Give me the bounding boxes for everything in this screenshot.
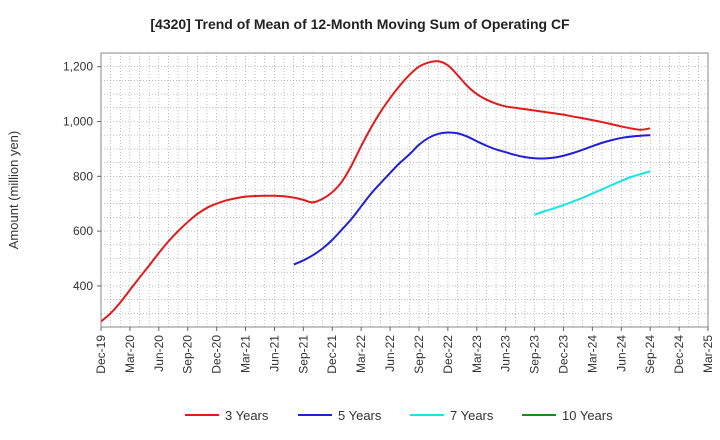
x-tick-label: Mar-20 xyxy=(123,335,137,373)
x-tick-label: Mar-21 xyxy=(239,335,253,373)
x-tick-label: Dec-24 xyxy=(672,335,686,374)
y-tick-label: 400 xyxy=(73,279,93,293)
legend-label: 10 Years xyxy=(562,408,613,423)
series-line-5-years xyxy=(293,131,651,266)
x-tick-label: Mar-22 xyxy=(354,335,368,373)
x-tick-label: Mar-24 xyxy=(585,335,599,373)
series-line-7-years xyxy=(534,170,651,216)
x-tick-label: Dec-20 xyxy=(210,335,224,374)
x-tick-label: Jun-23 xyxy=(499,335,513,372)
x-tick-label: Jun-24 xyxy=(614,335,628,372)
x-tick-label: Sep-24 xyxy=(643,335,657,374)
series-layer xyxy=(100,60,651,323)
x-tick-label: Sep-21 xyxy=(296,335,310,374)
legend-label: 5 Years xyxy=(338,408,382,423)
plot-frame xyxy=(100,52,709,328)
x-tick-label: Jun-21 xyxy=(267,335,281,372)
x-tick-label: Jun-22 xyxy=(383,335,397,372)
y-tick-label: 1,200 xyxy=(63,60,93,74)
y-tick-label: 800 xyxy=(73,169,93,183)
chart-title: [4320] Trend of Mean of 12-Month Moving … xyxy=(150,16,570,32)
legend-label: 3 Years xyxy=(225,408,269,423)
x-axis: Dec-19 Mar-20 Jun-20 Sep-20 Dec-20 Mar-21 Jun-… xyxy=(94,327,715,374)
y-tick-label: 600 xyxy=(73,224,93,238)
x-tick-label: Jun-20 xyxy=(152,335,166,372)
x-tick-label: Mar-25 xyxy=(701,335,715,373)
x-tick-label: Mar-23 xyxy=(470,335,484,373)
x-tick-label: Dec-19 xyxy=(94,335,108,374)
legend: 3 Years 5 Years 7 Years 10 Years xyxy=(185,408,613,423)
x-tick-label: Dec-21 xyxy=(325,335,339,374)
x-tick-label: Dec-23 xyxy=(556,335,570,374)
grid-layer xyxy=(100,53,709,327)
series-line-3-years xyxy=(100,60,651,323)
legend-label: 7 Years xyxy=(450,408,494,423)
y-tick-label: 1,000 xyxy=(63,115,93,129)
y-axis: 400 600 800 1,000 1,200 xyxy=(63,60,101,293)
x-tick-label: Sep-22 xyxy=(412,335,426,374)
x-tick-label: Dec-22 xyxy=(441,335,455,374)
y-axis-title: Amount (million yen) xyxy=(6,131,21,250)
x-tick-label: Sep-20 xyxy=(181,335,195,374)
x-tick-label: Sep-23 xyxy=(528,335,542,374)
